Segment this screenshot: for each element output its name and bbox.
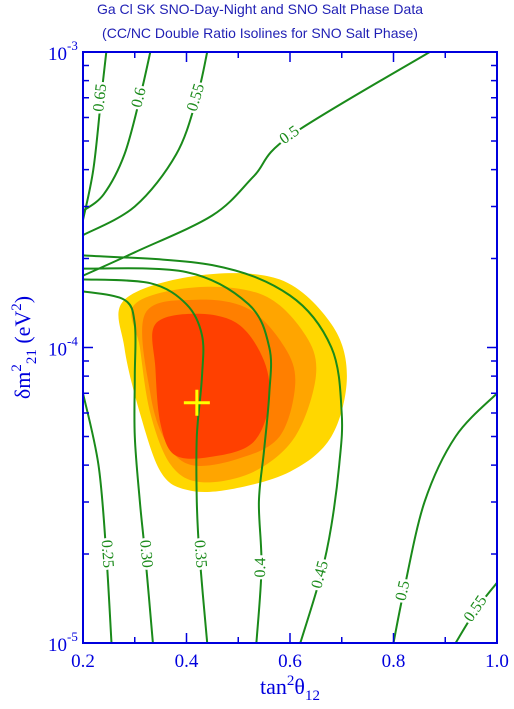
x-axis-label-part: 12 — [305, 688, 320, 704]
y-tick-exponent: -4 — [67, 334, 78, 349]
x-tick-label: 0.8 — [382, 651, 406, 672]
y-axis-label: δm221 (eV2) — [9, 296, 40, 399]
isoline-label: 0.65 — [90, 83, 110, 113]
y-tick-label: 10-4 — [48, 334, 78, 361]
isoline-label: 0.4 — [252, 557, 269, 577]
y-axis-label-part: ) — [10, 296, 35, 303]
isoline-label: 0.30 — [136, 539, 155, 568]
x-axis-label-part: 2 — [287, 673, 295, 689]
axes: 0.2 0.4 0.6 0.8 1.010-510-410-3tan2θ12δm221 … — [9, 38, 509, 704]
isoline-label: 0.5 — [393, 579, 414, 602]
isoline — [83, 278, 209, 643]
best-fit-marker — [183, 389, 210, 416]
isoline — [454, 582, 497, 643]
y-tick-label: 10-3 — [48, 38, 78, 65]
isoline — [83, 393, 113, 643]
isoline — [83, 52, 431, 277]
x-tick-label: 0.6 — [278, 651, 302, 672]
chart-subtitle: (CC/NC Double Ratio Isolines for SNO Sal… — [102, 25, 418, 41]
isoline — [83, 52, 152, 212]
isoline-label: 0.55 — [184, 82, 208, 114]
x-tick-label: 1.0 — [485, 651, 509, 672]
x-axis-label: tan2θ12 — [260, 673, 320, 704]
isoline — [83, 254, 344, 643]
x-axis-label-part: tan — [260, 674, 287, 699]
plot-area: 0.65 0.6 0.550.50.25 0.30 0.35 0.4 0.450.50.55 — [83, 52, 497, 643]
y-tick-label: 10-5 — [48, 629, 78, 656]
y-axis-label-part: δm — [10, 372, 35, 399]
isoline-label: 0.25 — [98, 539, 117, 568]
isoline — [83, 52, 108, 221]
isoline — [83, 290, 154, 643]
y-tick-exponent: -3 — [67, 38, 78, 53]
y-tick-base: 10 — [48, 635, 67, 656]
isoline — [392, 392, 497, 643]
x-tick-label: 0.2 — [71, 651, 95, 672]
isoline — [83, 52, 209, 236]
y-axis-label-part: 2 — [9, 303, 25, 311]
isoline-label: 0.6 — [128, 86, 149, 110]
isoline-label: 0.45 — [308, 559, 332, 590]
x-tick-label: 0.4 — [175, 651, 199, 672]
isoline-label: 0.35 — [191, 539, 210, 568]
y-axis-label-part: 2 — [9, 364, 25, 372]
y-tick-base: 10 — [48, 44, 67, 65]
y-tick-exponent: -5 — [67, 629, 78, 644]
isoline — [83, 267, 273, 643]
chart-title: Ga Cl SK SNO-Day-Night and SNO Salt Phas… — [97, 1, 423, 17]
y-axis-label-part: (eV — [10, 311, 35, 350]
x-axis-label-part: θ — [294, 674, 305, 699]
y-axis-label-part: 21 — [24, 349, 40, 364]
confidence-region — [152, 313, 270, 459]
y-tick-base: 10 — [48, 340, 67, 361]
